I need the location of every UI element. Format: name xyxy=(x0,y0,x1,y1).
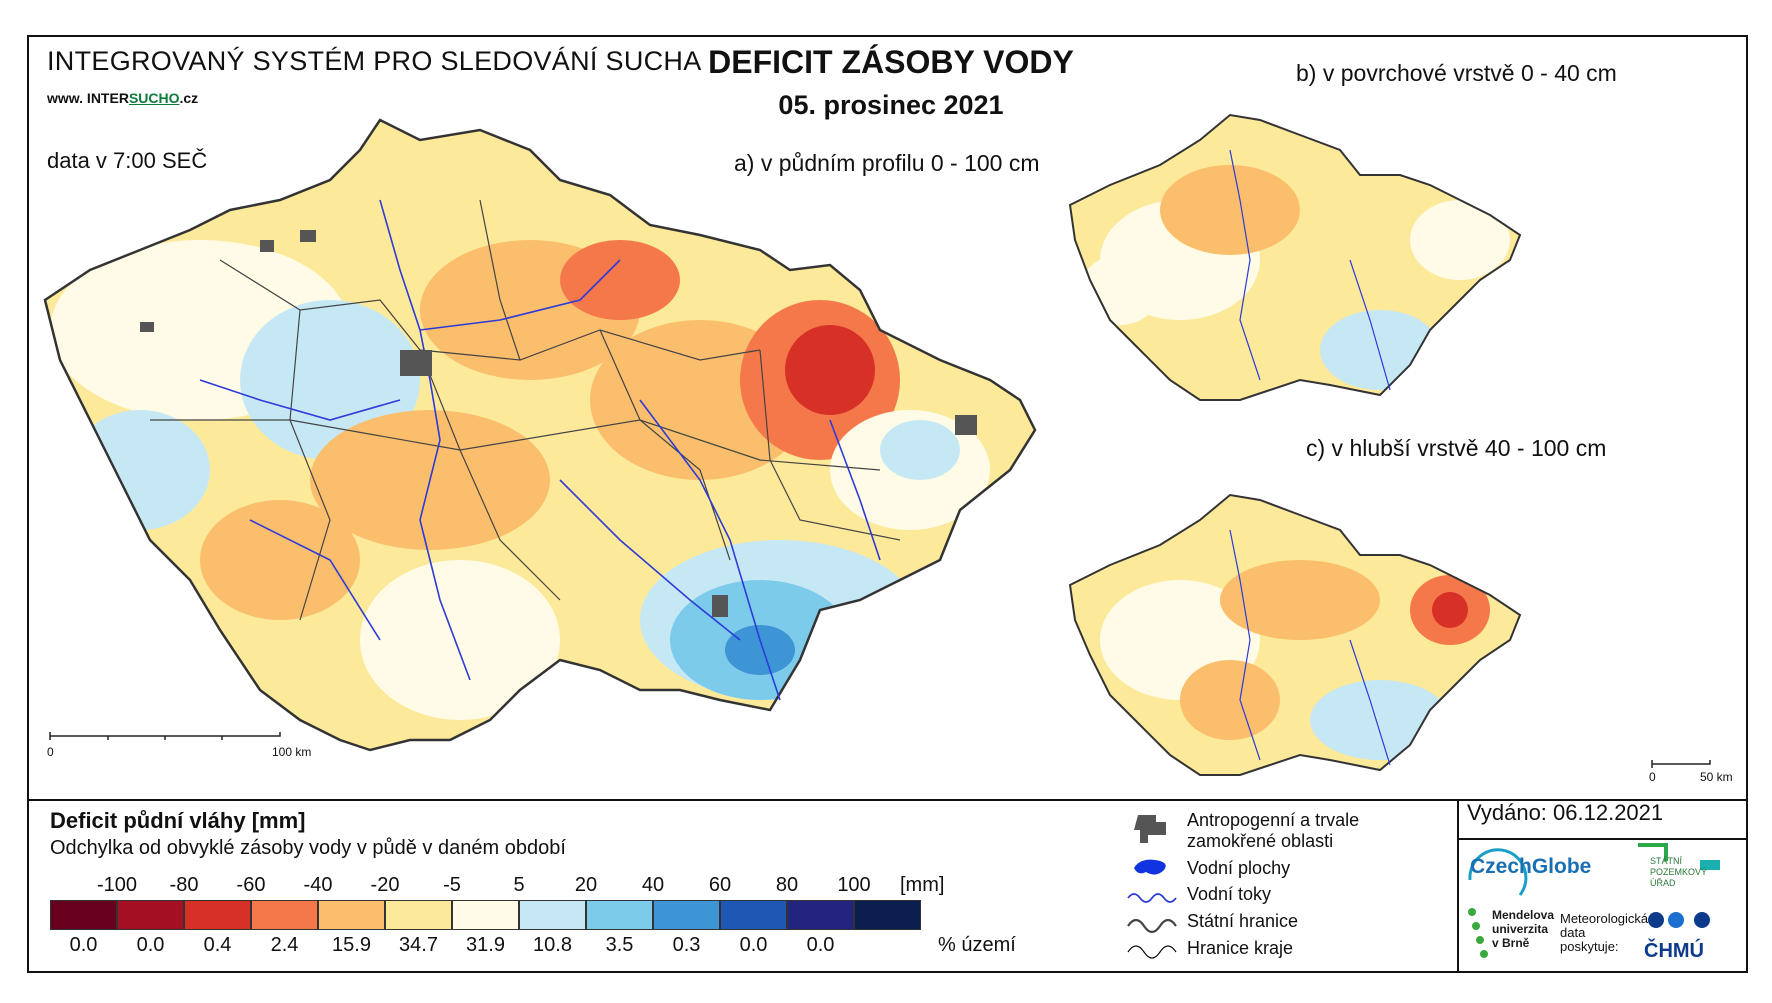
legend-tick-label: -100 xyxy=(96,874,138,896)
legend-unit: [mm] xyxy=(900,874,945,896)
stream-icon xyxy=(1127,893,1177,903)
water-bodies-label: Vodní plochy xyxy=(1187,858,1291,878)
legend-percent-value: 2.4 xyxy=(270,934,299,956)
small-scale-end: 50 km xyxy=(1700,770,1733,784)
legend-title: Deficit půdní vláhy [mm] xyxy=(50,808,306,833)
legend-swatch xyxy=(385,900,452,930)
map-b-rivers xyxy=(1229,149,1391,391)
legend-percent-value: 10.8 xyxy=(533,934,572,956)
main-scale-end: 100 km xyxy=(272,745,312,759)
streams-label: Vodní toky xyxy=(1187,884,1272,904)
panel-a-title: a) v půdním profilu 0 - 100 cm xyxy=(734,150,1040,176)
legend-tick-label: 5 xyxy=(513,874,525,896)
main-state-border xyxy=(43,118,1037,752)
legend-swatch xyxy=(519,900,586,930)
czechglobe-logo-icon xyxy=(1468,848,1528,896)
region-border-label: Hranice kraje xyxy=(1187,938,1294,958)
legend-percent-value: 0.4 xyxy=(203,934,232,956)
water-body-icon xyxy=(1134,859,1166,875)
map-c-fill xyxy=(1070,495,1520,775)
legend-tick-label: 100 xyxy=(837,874,871,896)
legend-percent-value: 0.0 xyxy=(806,934,835,956)
legend-tick-label: 80 xyxy=(775,874,799,896)
anthropogenic-label-1: Antropogenní a trvale xyxy=(1187,810,1360,830)
legend-percent-unit: % území xyxy=(938,934,1016,956)
panel-c-title: c) v hlubší vrstvě 40 - 100 cm xyxy=(1306,435,1607,461)
footer-divider-vertical xyxy=(1457,799,1459,973)
legend-tick-label: 60 xyxy=(708,874,732,896)
legend-tick-label: -80 xyxy=(169,874,199,896)
legend-divider xyxy=(27,799,1748,801)
map-b-fill xyxy=(1070,115,1520,400)
system-title: INTEGROVANÝ SYSTÉM PRO SLEDOVÁNÍ SUCHA xyxy=(47,46,702,76)
anthropogenic-icon xyxy=(1134,815,1166,843)
legend-tick-label: -5 xyxy=(443,874,461,896)
met-data-provider: Meteorologická data poskytuje: xyxy=(1560,911,1649,954)
state-border-icon xyxy=(1127,918,1177,934)
chmu-logo-icon xyxy=(1648,912,1664,928)
anthropogenic-label-2: zamokřené oblasti xyxy=(1187,831,1334,851)
legend-percent-value: 0.0 xyxy=(69,934,98,956)
main-map-fill xyxy=(45,120,1035,750)
main-rivers xyxy=(199,199,881,701)
website-link[interactable]: www. INTERSUCHO.cz xyxy=(47,90,199,106)
issued-date: Vydáno: 06.12.2021 xyxy=(1467,800,1664,825)
legend-swatch xyxy=(653,900,720,930)
legend-subtitle: Odchylka od obvyklé zásoby vody v půdě v… xyxy=(50,837,566,859)
main-region-borders xyxy=(150,199,901,621)
symbol-icons xyxy=(1127,815,1177,959)
legend-tick-label: 20 xyxy=(574,874,598,896)
czechglobe-logo: CzechGlobe xyxy=(1470,855,1592,878)
legend-swatch xyxy=(251,900,318,930)
main-scale-start: 0 xyxy=(47,745,54,759)
legend-tick-label: -20 xyxy=(370,874,400,896)
legend-percent-value: 31.9 xyxy=(466,934,505,956)
legend-tick-label: -40 xyxy=(303,874,333,896)
chmu-logo: ČHMÚ xyxy=(1644,940,1704,962)
main-scale-bar xyxy=(49,732,281,740)
legend-swatch xyxy=(787,900,854,930)
legend-percent-value: 15.9 xyxy=(332,934,371,956)
legend-swatch xyxy=(452,900,519,930)
legend-swatch xyxy=(184,900,251,930)
legend-percent-value: 0.0 xyxy=(739,934,768,956)
logo-graphics xyxy=(1468,843,1720,958)
legend-percent-value: 0.3 xyxy=(672,934,701,956)
issued-divider xyxy=(1457,838,1748,840)
legend-swatch xyxy=(854,900,921,930)
mendelu-logo: Mendelova univerzita v Brně xyxy=(1492,908,1555,950)
small-scale-bar xyxy=(1651,760,1711,768)
spu-logo: STÁTNÍ POZEMKOVÝ ÚŘAD xyxy=(1650,856,1708,888)
legend-swatch xyxy=(318,900,385,930)
legend-percent-value: 0.0 xyxy=(136,934,165,956)
legend-swatch xyxy=(586,900,653,930)
map-date: 05. prosinec 2021 xyxy=(778,90,1004,120)
map-c-border xyxy=(1068,493,1522,776)
state-border-label: Státní hranice xyxy=(1187,911,1299,931)
map-c-rivers xyxy=(1229,529,1391,766)
legend-tick-label: -60 xyxy=(236,874,266,896)
main-anthropogenic-areas xyxy=(140,230,977,617)
panel-b-title: b) v povrchové vrstvě 0 - 40 cm xyxy=(1296,60,1617,86)
legend-percent-value: 34.7 xyxy=(399,934,438,956)
map-b-border xyxy=(1068,113,1522,401)
legend-swatch xyxy=(720,900,787,930)
spu-logo-icon xyxy=(1638,843,1668,847)
legend-swatch xyxy=(117,900,184,930)
mendelu-logo-icon xyxy=(1468,908,1476,916)
map-title: DEFICIT ZÁSOBY VODY xyxy=(708,44,1074,80)
small-scale-start: 0 xyxy=(1649,770,1656,784)
legend-tick-label: 40 xyxy=(641,874,665,896)
data-time: data v 7:00 SEČ xyxy=(47,148,208,173)
map-frame xyxy=(27,35,1748,973)
region-border-icon xyxy=(1127,945,1177,959)
legend-swatch xyxy=(50,900,117,930)
legend-percent-value: 3.5 xyxy=(605,934,634,956)
